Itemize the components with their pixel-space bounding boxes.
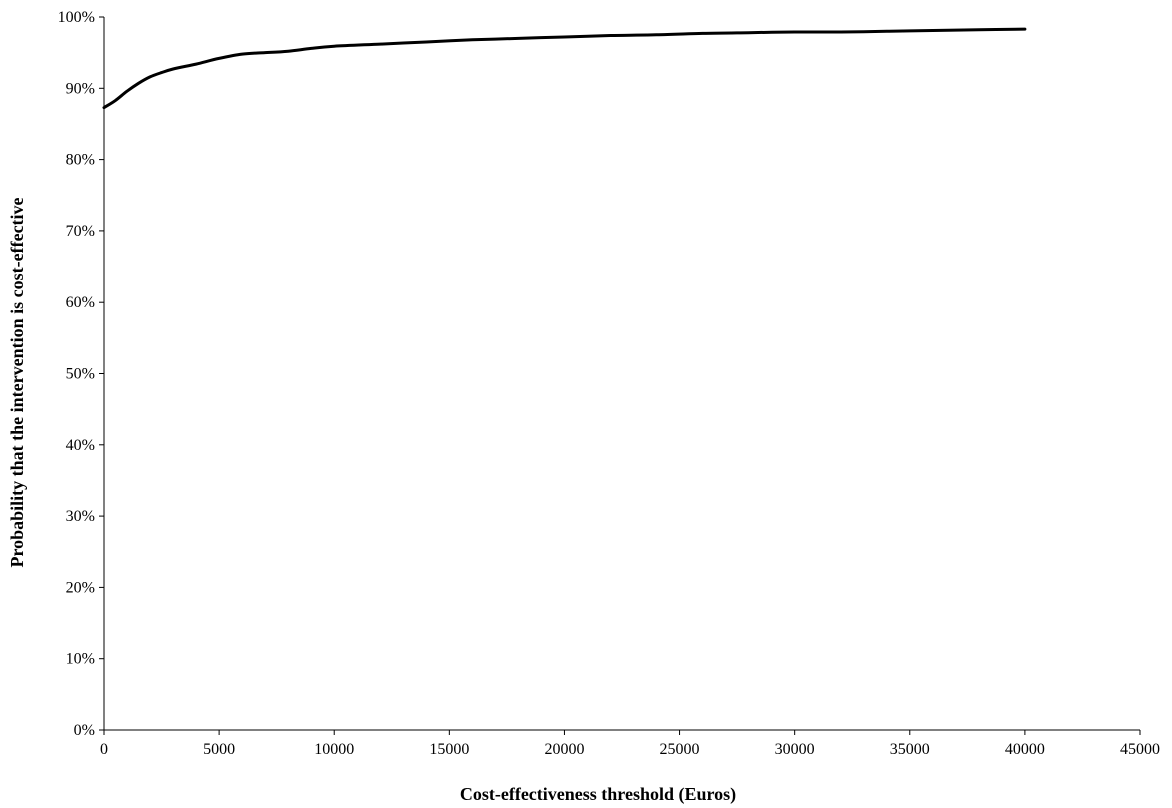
y-axis-title: Probability that the intervention is cos… [7, 197, 27, 567]
series-line [102, 27, 1027, 110]
x-tick-label: 20000 [544, 741, 584, 758]
x-tick-label: 25000 [660, 741, 700, 758]
y-tick-label: 100% [58, 9, 95, 26]
y-tick-label: 90% [66, 80, 95, 97]
y-tick-label: 40% [66, 437, 95, 454]
x-tick-label: 5000 [203, 741, 235, 758]
y-tick-label: 60% [66, 294, 95, 311]
x-tick-label: 45000 [1120, 741, 1160, 758]
x-axis-ticks: 0 5000 10000 15000 20000 25000 30000 35000 40000… [100, 730, 1160, 758]
x-tick-label: 40000 [1005, 741, 1045, 758]
x-tick-label: 15000 [429, 741, 469, 758]
x-tick-label: 35000 [890, 741, 930, 758]
y-axis-ticks: 0% 10% 20% 30% 40% 50% 60% 70% 80% 90% 100% [58, 9, 104, 739]
x-tick-label: 10000 [314, 741, 354, 758]
y-tick-label: 50% [66, 366, 95, 383]
y-tick-label: 10% [66, 651, 95, 668]
x-tick-label: 30000 [775, 741, 815, 758]
y-tick-label: 80% [66, 152, 95, 169]
y-tick-label: 70% [66, 223, 95, 240]
y-tick-label: 0% [74, 722, 95, 739]
y-tick-label: 20% [66, 579, 95, 596]
y-tick-label: 30% [66, 508, 95, 525]
x-tick-label: 0 [100, 741, 108, 758]
x-axis-title: Cost-effectiveness threshold (Euros) [460, 784, 736, 805]
